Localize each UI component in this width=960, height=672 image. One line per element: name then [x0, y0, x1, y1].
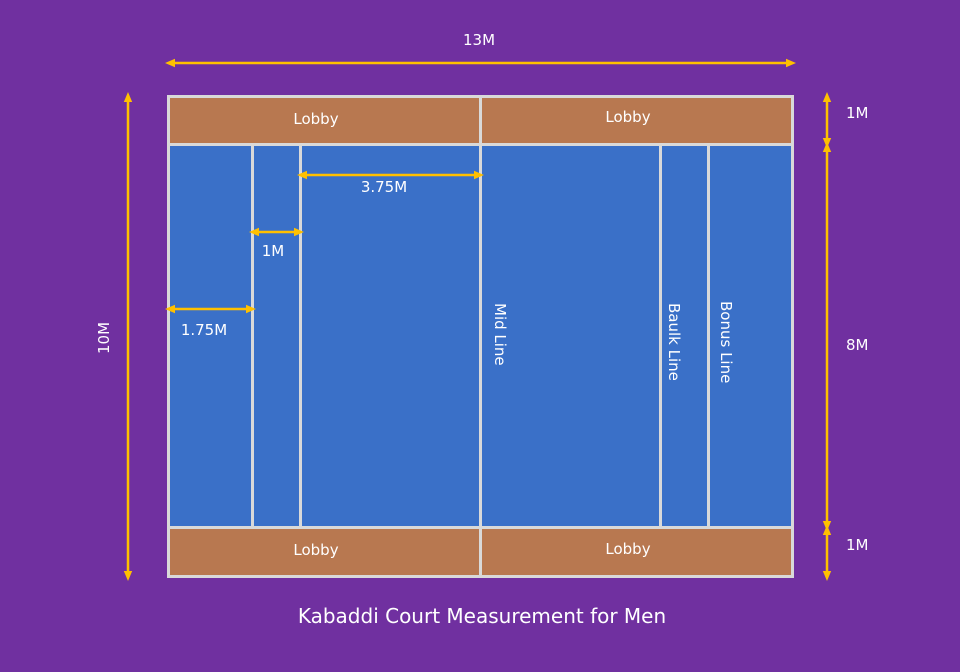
midline-to-baulk-label: 3.75M [361, 178, 407, 196]
lobby-top-left-label: Lobby [293, 110, 338, 128]
lobby-bottom-dimension-label: 1M [846, 536, 869, 554]
lobby-bottom-right-label: Lobby [605, 540, 650, 558]
right-half-block [482, 146, 659, 526]
lobby-top-right [482, 98, 791, 143]
end-zone-dimension-label: 1.75M [181, 321, 227, 339]
mid-line-label: Mid Line [491, 303, 509, 366]
total-width-label: 13M [463, 31, 495, 49]
lobby-bottom-right [482, 529, 791, 575]
lobby-top-left [170, 98, 479, 143]
lobby-bottom-left [170, 529, 479, 575]
total-height-label: 10M [95, 322, 113, 354]
lane-dimension-label: 1M [262, 242, 285, 260]
diagram-title: Kabaddi Court Measurement for Men [298, 604, 666, 628]
baulk-line-label: Baulk Line [665, 303, 683, 381]
left-half-block [302, 146, 479, 526]
baulk-lane-block [662, 146, 707, 526]
play-area-dimension-label: 8M [846, 336, 869, 354]
lane-block [254, 146, 299, 526]
bonus-line-label: Bonus Line [717, 301, 735, 383]
end-zone-block [170, 146, 251, 526]
bonus-zone-block [710, 146, 791, 526]
lobby-top-right-label: Lobby [605, 108, 650, 126]
lobby-bottom-left-label: Lobby [293, 541, 338, 559]
lobby-top-dimension-label: 1M [846, 104, 869, 122]
